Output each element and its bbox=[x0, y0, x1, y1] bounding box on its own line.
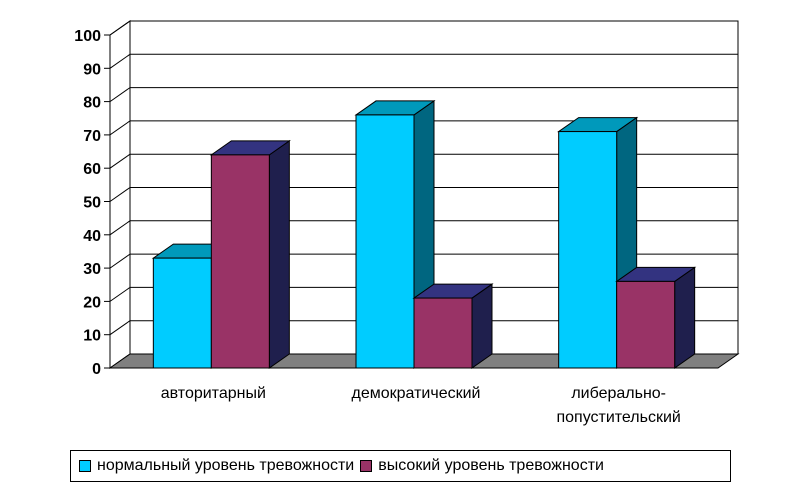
x-axis-category-labels: авторитарный демократический либерально-по… bbox=[161, 385, 681, 426]
legend-label: нормальный уровень тревожности bbox=[97, 457, 355, 474]
gridline-side bbox=[109, 120, 131, 136]
gridline-side bbox=[109, 320, 131, 336]
y-tick-label: 10 bbox=[83, 328, 101, 345]
y-tick-label: 70 bbox=[83, 128, 101, 145]
legend: нормальный уровень тревожности высокий ур… bbox=[70, 450, 731, 482]
gridline-side bbox=[109, 53, 131, 69]
category-label: демократический bbox=[352, 385, 481, 402]
legend-swatch bbox=[360, 460, 373, 472]
category-label: попустительский bbox=[556, 409, 680, 426]
gridline-side bbox=[109, 187, 131, 202]
bar bbox=[355, 114, 415, 369]
y-tick-label: 50 bbox=[83, 195, 101, 212]
y-axis-tick-labels: 0 10 20 30 40 50 60 70 80 90 100 bbox=[74, 28, 101, 378]
bar bbox=[413, 297, 473, 369]
y-tick-label: 80 bbox=[83, 95, 101, 112]
y-tick-label: 20 bbox=[83, 294, 101, 311]
legend-swatch bbox=[79, 460, 91, 472]
gridline-side bbox=[109, 220, 131, 236]
y-tick-label: 40 bbox=[83, 228, 101, 245]
category-label: авторитарный bbox=[161, 385, 266, 402]
bar-side bbox=[268, 139, 290, 369]
category-label: либерально- bbox=[571, 385, 666, 402]
gridline-side bbox=[109, 87, 131, 103]
y-tick-label: 100 bbox=[74, 28, 101, 45]
legend-label: высокий уровень тревожности bbox=[378, 457, 604, 474]
legend-item: нормальный уровень тревожности bbox=[79, 457, 354, 475]
y-tick-label: 60 bbox=[83, 161, 101, 178]
gridline-side bbox=[109, 286, 131, 302]
y-tick-label: 30 bbox=[83, 261, 101, 278]
bar bbox=[210, 154, 270, 369]
gridline-side bbox=[109, 20, 131, 36]
bars bbox=[151, 99, 697, 369]
bar-side bbox=[674, 266, 696, 369]
y-tick-label: 0 bbox=[92, 361, 101, 378]
bar bbox=[152, 257, 212, 369]
gridline-side bbox=[109, 153, 131, 169]
bar bbox=[616, 280, 676, 369]
bar bbox=[558, 131, 618, 369]
bar-side bbox=[471, 283, 493, 369]
y-tick-label: 90 bbox=[83, 61, 101, 78]
gridline-side bbox=[109, 253, 131, 269]
legend-item: высокий уровень тревожности bbox=[360, 457, 604, 475]
